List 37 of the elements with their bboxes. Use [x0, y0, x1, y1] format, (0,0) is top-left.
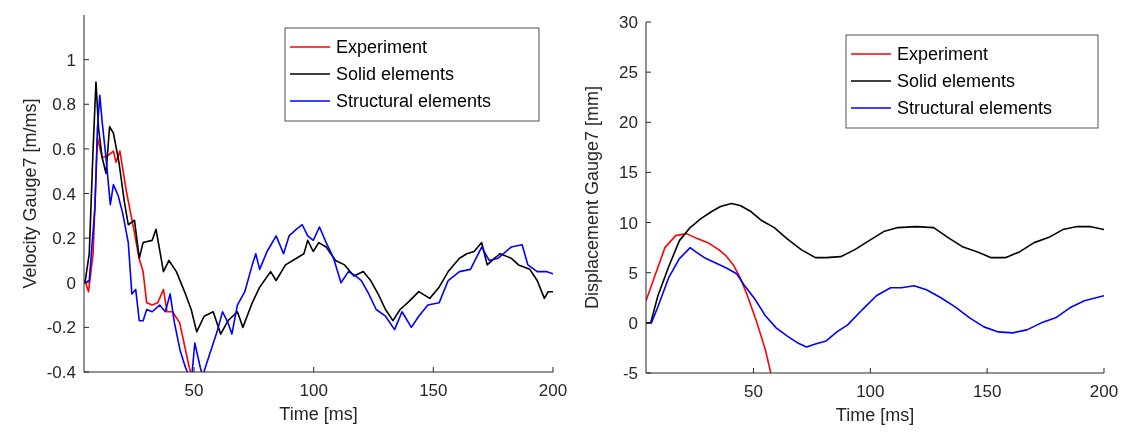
x-axis-title: Time [ms] — [835, 405, 915, 425]
line-series — [650, 246, 1104, 348]
x-tick-label: 150 — [419, 381, 448, 400]
legend-label: Experiment — [897, 44, 989, 64]
y-tick-label: 0 — [66, 273, 76, 293]
y-tick-label: 1 — [66, 50, 76, 70]
y-tick-label: -0.4 — [46, 363, 76, 382]
y-tick-label: 0.8 — [52, 95, 76, 115]
y-axis-title: Displacement Gauge7 [mm] — [582, 85, 602, 310]
y-tick-label: 25 — [619, 63, 638, 83]
legend-label: Structural elements — [897, 98, 1053, 118]
x-tick-label: 50 — [744, 382, 763, 401]
legend-label: Solid elements — [897, 71, 1016, 91]
y-tick-label: 0 — [628, 313, 638, 333]
x-tick-label: 200 — [538, 381, 568, 400]
y-tick-label: 0.4 — [52, 184, 76, 204]
y-axis-title: Velocity Gauge7 [m/ms] — [20, 98, 40, 289]
y-tick-label: 30 — [619, 13, 638, 32]
x-tick-label: 200 — [1089, 382, 1119, 401]
y-tick-label: 20 — [619, 113, 638, 133]
legend-label: Structural elements — [336, 91, 492, 111]
y-tick-label: -5 — [622, 364, 638, 383]
y-tick-label: 10 — [619, 213, 638, 233]
legend-label: Solid elements — [336, 64, 455, 84]
y-tick-label: 5 — [628, 263, 638, 283]
line-series — [84, 81, 553, 335]
x-tick-label: 150 — [972, 382, 1002, 401]
x-tick-label: 100 — [856, 382, 885, 401]
y-tick-label: 0.6 — [52, 139, 76, 159]
y-tick-label: 15 — [619, 163, 638, 183]
x-tick-label: 100 — [299, 381, 328, 400]
legend-label: Experiment — [336, 37, 428, 57]
x-tick-label: 50 — [184, 381, 204, 400]
y-tick-label: 0.2 — [52, 229, 76, 249]
y-tick-label: -0.2 — [46, 318, 76, 338]
x-axis-title: Time [ms] — [279, 404, 358, 424]
line-series — [646, 232, 772, 373]
